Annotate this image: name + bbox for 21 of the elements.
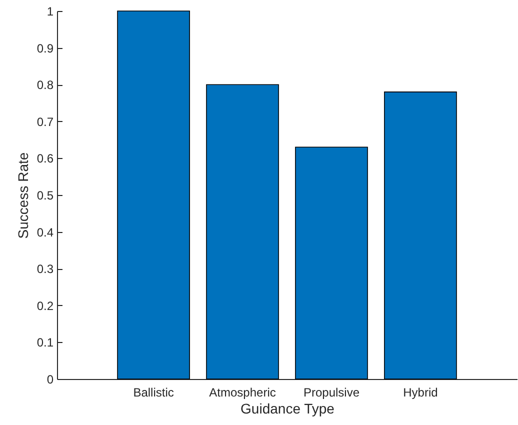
y-tick-label: 0.6 (36, 152, 54, 166)
y-tick-label: 0.8 (36, 78, 54, 92)
bar (206, 84, 279, 380)
x-axis-title: Guidance Type (240, 400, 335, 416)
y-tick-label: 0.3 (36, 262, 54, 276)
x-tick-label: Ballistic (133, 386, 174, 400)
bar (295, 146, 368, 380)
y-tick-label: 0.7 (36, 114, 54, 129)
y-tick-label: 0 (46, 372, 54, 386)
x-tick-label: Atmospheric (209, 386, 276, 400)
y-tick-label: 0.4 (36, 225, 54, 240)
bar (117, 10, 190, 380)
y-tick-label: 1 (46, 4, 54, 18)
y-tick-label: 0.5 (36, 188, 54, 202)
x-tick-label: Hybrid (403, 386, 438, 400)
x-tick-label: Propulsive (303, 386, 360, 400)
y-tick-label: 0.1 (36, 336, 54, 350)
y-tick-label: 0.2 (36, 298, 54, 313)
y-tick-label: 0.9 (36, 41, 54, 56)
y-axis-title: Success Rate (14, 152, 31, 239)
bar (384, 92, 457, 380)
